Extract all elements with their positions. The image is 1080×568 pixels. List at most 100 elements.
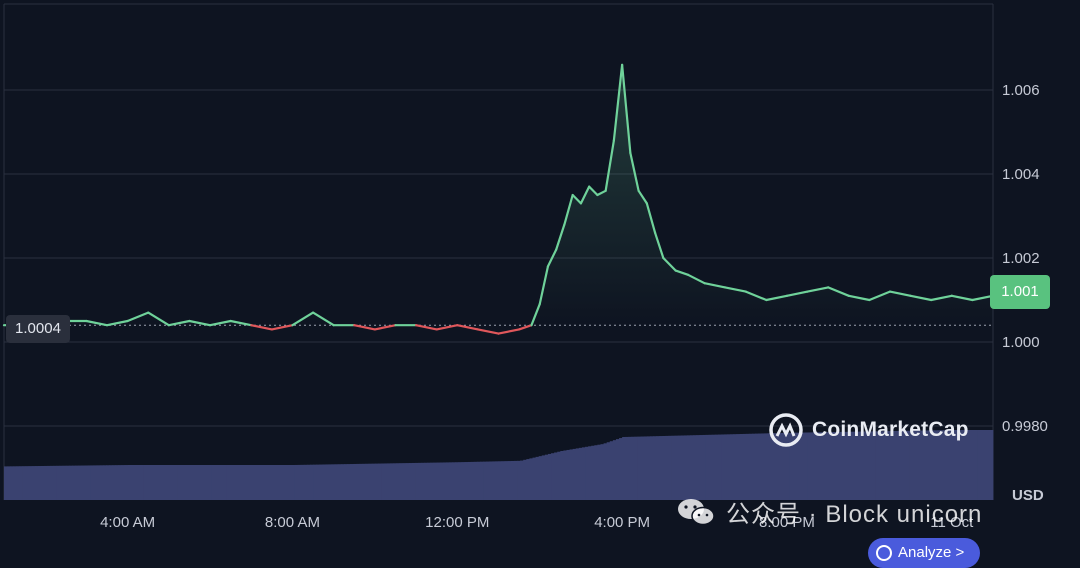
volume-bar <box>714 434 719 500</box>
price-point[interactable] <box>435 327 439 331</box>
price-point[interactable] <box>84 319 88 323</box>
price-point[interactable] <box>290 323 294 327</box>
price-area <box>4 64 993 326</box>
price-point[interactable] <box>674 269 678 273</box>
price-point[interactable] <box>723 285 727 289</box>
price-point[interactable] <box>167 323 171 327</box>
price-point[interactable] <box>497 332 501 336</box>
price-point[interactable] <box>764 298 768 302</box>
price-point[interactable] <box>595 193 599 197</box>
coinmarketcap-logo-icon <box>769 413 803 447</box>
price-point[interactable] <box>332 323 336 327</box>
price-point[interactable] <box>187 319 191 323</box>
price-point[interactable] <box>529 323 533 327</box>
price-point[interactable] <box>867 298 871 302</box>
price-point[interactable] <box>311 311 315 315</box>
price-point[interactable] <box>628 151 632 155</box>
volume-bar <box>245 465 249 500</box>
volume-bar <box>591 445 595 500</box>
price-point[interactable] <box>653 231 657 235</box>
price-point[interactable] <box>970 298 974 302</box>
price-point[interactable] <box>847 294 851 298</box>
price-point[interactable] <box>929 298 933 302</box>
price-point[interactable] <box>826 285 830 289</box>
price-point[interactable] <box>744 290 748 294</box>
volume-bar <box>306 464 311 500</box>
price-point[interactable] <box>126 319 130 323</box>
price-point[interactable] <box>637 189 641 193</box>
volume-bar <box>903 430 907 500</box>
volume-bar <box>257 465 261 500</box>
price-point[interactable] <box>414 323 418 327</box>
price-point[interactable] <box>587 185 591 189</box>
price-point[interactable] <box>476 327 480 331</box>
price-line-segment <box>546 248 558 268</box>
volume-bar <box>826 432 830 500</box>
price-point[interactable] <box>352 323 356 327</box>
volume-bar <box>792 432 796 500</box>
volume-bar <box>424 462 428 500</box>
volume-bar <box>597 444 601 500</box>
price-chart[interactable]: 1.006 1.004 1.002 1.000 0.9980 4:00 AM 8:00 A… <box>0 0 1080 553</box>
price-point[interactable] <box>105 323 109 327</box>
price-line-segment <box>930 294 953 302</box>
volume-bar <box>711 434 716 500</box>
price-point[interactable] <box>517 327 521 331</box>
price-point[interactable] <box>579 201 583 205</box>
price-line-segment <box>250 324 273 331</box>
volume-bar <box>878 431 883 500</box>
price-point[interactable] <box>546 264 550 268</box>
volume-bar <box>588 446 592 500</box>
volume-bar <box>563 450 567 500</box>
volume-bar <box>180 465 184 500</box>
price-point[interactable] <box>703 281 707 285</box>
price-point[interactable] <box>146 311 150 315</box>
volume-bar <box>606 442 611 500</box>
price-point[interactable] <box>571 193 575 197</box>
volume-bar <box>56 465 61 500</box>
price-point[interactable] <box>806 290 810 294</box>
price-point[interactable] <box>249 323 253 327</box>
price-point[interactable] <box>373 327 377 331</box>
volume-bar <box>393 463 397 500</box>
price-point[interactable] <box>455 323 459 327</box>
price-point[interactable] <box>270 327 274 331</box>
volume-bar <box>325 464 329 500</box>
volume-bar <box>28 466 33 500</box>
price-point[interactable] <box>554 248 558 252</box>
price-point[interactable] <box>686 273 690 277</box>
volume-bar <box>773 433 778 500</box>
volume-bar <box>866 431 870 500</box>
volume-bar <box>761 433 765 500</box>
price-point[interactable] <box>393 323 397 327</box>
volume-bar <box>702 434 706 500</box>
volume-bar <box>891 431 895 500</box>
price-point[interactable] <box>538 302 542 306</box>
volume-bar <box>733 434 737 500</box>
price-point[interactable] <box>645 201 649 205</box>
volume-bar <box>13 466 17 500</box>
volume-bar <box>921 430 926 500</box>
volume-bar <box>470 461 475 500</box>
price-point[interactable] <box>612 138 616 142</box>
analyze-button[interactable]: Analyze > <box>868 538 980 568</box>
price-point[interactable] <box>950 294 954 298</box>
price-point[interactable] <box>909 294 913 298</box>
price-point[interactable] <box>604 189 608 193</box>
volume-bar <box>909 430 914 500</box>
price-point[interactable] <box>562 222 566 226</box>
price-point[interactable] <box>661 256 665 260</box>
price-line-segment <box>147 311 170 327</box>
price-point[interactable] <box>888 290 892 294</box>
volume-bar <box>390 463 394 500</box>
price-line-segment <box>85 319 109 327</box>
price-point[interactable] <box>620 63 624 67</box>
price-point[interactable] <box>229 319 233 323</box>
volume-bar <box>177 465 181 500</box>
volume-bar <box>260 465 265 500</box>
volume-bar <box>541 455 546 500</box>
price-point[interactable] <box>785 294 789 298</box>
price-point[interactable] <box>208 323 212 327</box>
volume-bar <box>368 463 373 500</box>
volume-bar <box>789 432 793 500</box>
